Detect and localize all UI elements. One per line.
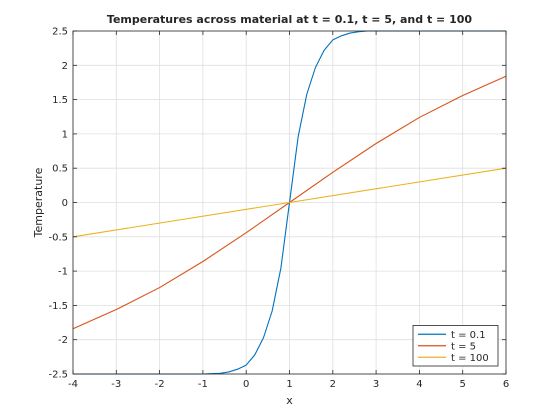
- y-tick-label: 0.5: [52, 164, 68, 175]
- x-tick-label: -4: [68, 379, 78, 390]
- y-tick-label: 2.5: [52, 27, 68, 38]
- x-tick-label: 1: [286, 379, 292, 390]
- x-tick-label: 4: [416, 379, 422, 390]
- axis-ticks: -4 -3 -2 -1 0 1 2 3 4 5 6 -2.5 -2 -1.5 -1 -0.5 0 0.5 1 1.5 2…: [48, 27, 509, 391]
- legend-label: t = 5: [451, 341, 476, 352]
- legend: t = 0.1t = 5t = 100: [412, 325, 499, 367]
- x-tick-label: 2: [330, 379, 336, 390]
- legend-label: t = 100: [451, 353, 489, 364]
- y-tick-label: 2: [62, 61, 68, 72]
- y-tick-label: 0: [62, 198, 68, 209]
- x-tick-label: -2: [155, 379, 165, 390]
- series-line-3: [72, 167, 507, 238]
- y-tick-label: 1.5: [52, 95, 68, 106]
- y-tick-label: -2: [58, 335, 68, 346]
- legend-label: t = 0.1: [451, 330, 486, 341]
- x-tick-label: -3: [111, 379, 121, 390]
- x-tick-label: 3: [373, 379, 379, 390]
- y-tick-label: -0.5: [48, 232, 68, 243]
- y-tick-label: -1: [58, 267, 68, 278]
- y-axis-label: Temperature: [32, 167, 45, 238]
- x-tick-label: 5: [460, 379, 466, 390]
- series-line-1: [73, 30, 506, 375]
- y-tick-label: 1: [62, 129, 68, 140]
- x-tick-label: 0: [243, 379, 249, 390]
- series-lines: [72, 30, 507, 375]
- chart-title: Temperatures across material at t = 0.1,…: [107, 13, 473, 26]
- y-tick-label: -2.5: [48, 370, 68, 381]
- x-axis-label: x: [286, 394, 293, 407]
- y-tick-label: -1.5: [48, 301, 68, 312]
- x-tick-label: 6: [503, 379, 509, 390]
- x-tick-label: -1: [198, 379, 208, 390]
